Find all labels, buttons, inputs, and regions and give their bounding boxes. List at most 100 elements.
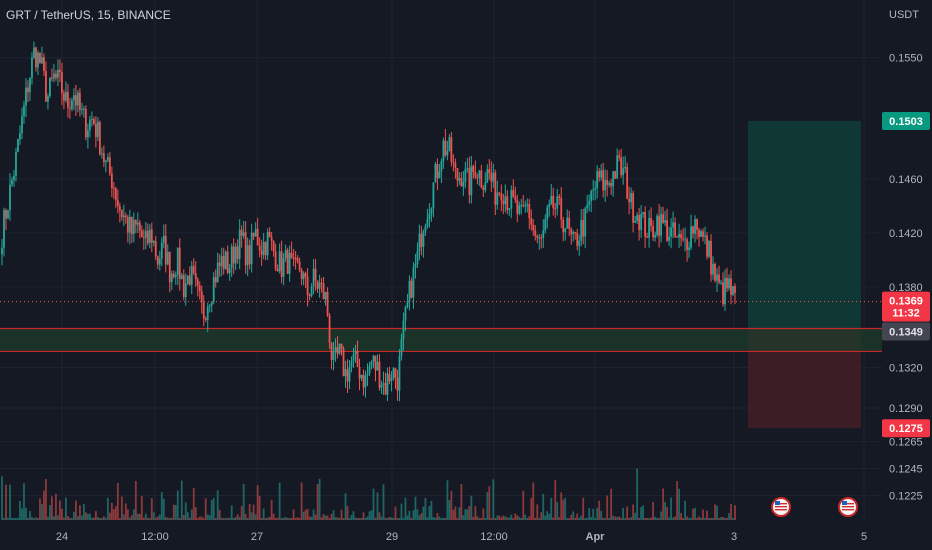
volume-bar	[484, 517, 487, 520]
volume-bar	[246, 517, 249, 520]
candle-body	[188, 275, 191, 285]
volume-bar	[324, 515, 327, 520]
volume-bar	[546, 511, 549, 520]
candle-body	[280, 251, 283, 277]
candle-body	[288, 253, 291, 274]
candle-body	[414, 263, 417, 268]
volume-bar	[708, 517, 710, 520]
volume-bar	[416, 509, 419, 520]
candle-body	[610, 183, 613, 187]
profit-zone[interactable]	[748, 121, 861, 329]
candle-body	[536, 235, 539, 238]
candle-body	[294, 258, 297, 260]
symbol-title[interactable]: GRT / TetherUS, 15, BINANCE	[6, 8, 171, 22]
candle-body	[552, 195, 555, 209]
volume-bar	[570, 514, 573, 520]
candle-body	[538, 237, 541, 239]
candle-body	[576, 232, 579, 246]
candle-body	[730, 278, 732, 295]
x-tick-label: 12:00	[141, 531, 169, 543]
volume-bar	[644, 517, 647, 520]
volume-bar	[346, 506, 349, 520]
us-flag-event-icon[interactable]	[838, 497, 858, 517]
volume-bar	[226, 517, 229, 520]
volume-bar	[156, 516, 159, 520]
candle-body	[27, 87, 29, 93]
candle-body	[246, 245, 249, 266]
volume-bar	[302, 511, 305, 520]
volume-bar	[358, 517, 361, 520]
candle-body	[118, 206, 121, 211]
volume-bar	[230, 505, 233, 520]
volume-bar	[300, 482, 303, 520]
volume-bar	[474, 506, 477, 520]
volume-bar	[126, 509, 129, 520]
volume-bar	[192, 488, 195, 520]
volume-bar	[212, 497, 215, 520]
volume-bar	[498, 515, 501, 520]
volume-bar	[386, 517, 389, 520]
candle-body	[35, 47, 37, 68]
volume-bar	[248, 503, 251, 520]
volume-bar	[266, 517, 269, 520]
volume-bar	[184, 502, 187, 520]
volume-bar	[138, 513, 141, 520]
candle-body	[574, 232, 577, 234]
volume-bar	[610, 488, 613, 520]
candle-body	[450, 137, 453, 162]
volume-bar	[504, 516, 507, 520]
volume-bar	[718, 517, 720, 520]
volume-bar	[278, 482, 281, 520]
candle-body	[308, 295, 311, 297]
candle-body	[328, 315, 331, 343]
flag-stripe	[842, 509, 854, 511]
flag-canton	[842, 501, 847, 505]
candle-body	[510, 190, 513, 209]
candle-body	[7, 210, 9, 219]
candle-body	[464, 168, 467, 182]
volume-bar	[372, 488, 375, 520]
candle-body	[140, 230, 143, 238]
volume-bar	[672, 517, 674, 520]
volume-bar	[548, 513, 551, 520]
volume-bar	[142, 517, 145, 520]
volume-bar	[542, 493, 545, 520]
candle-body	[408, 280, 411, 302]
volume-bar	[696, 517, 698, 520]
volume-bar	[336, 517, 339, 520]
volume-bar	[648, 517, 651, 520]
candle-body	[390, 378, 393, 382]
candle-body	[388, 373, 391, 382]
candle-body	[146, 231, 149, 243]
volume-bar	[250, 512, 253, 520]
candle-body	[236, 246, 239, 259]
candle-body	[644, 212, 647, 237]
candle-body	[202, 301, 205, 319]
volume-bar	[39, 498, 41, 520]
volume-bar	[596, 507, 599, 520]
volume-bar	[316, 484, 319, 520]
candle-body	[518, 205, 521, 214]
candle-body	[220, 256, 223, 267]
volume-bar	[676, 481, 678, 520]
candle-body	[556, 196, 559, 209]
volume-bar	[668, 517, 670, 520]
volume-bar	[206, 514, 209, 520]
candle-body	[196, 279, 199, 286]
volume-bar	[626, 506, 629, 520]
candle-body	[88, 119, 91, 131]
volume-bar	[326, 515, 329, 520]
support-band[interactable]	[0, 328, 882, 352]
candle-body	[476, 177, 479, 179]
volume-bar	[534, 517, 537, 520]
candle-body	[130, 216, 133, 235]
candle-body	[178, 247, 181, 279]
candle-body	[316, 280, 319, 289]
us-flag-event-icon[interactable]	[771, 497, 791, 517]
candle-body	[232, 246, 235, 264]
candle-body	[164, 235, 167, 265]
volume-bar	[500, 517, 503, 520]
candle-body	[632, 193, 635, 223]
candle-body	[204, 318, 207, 320]
